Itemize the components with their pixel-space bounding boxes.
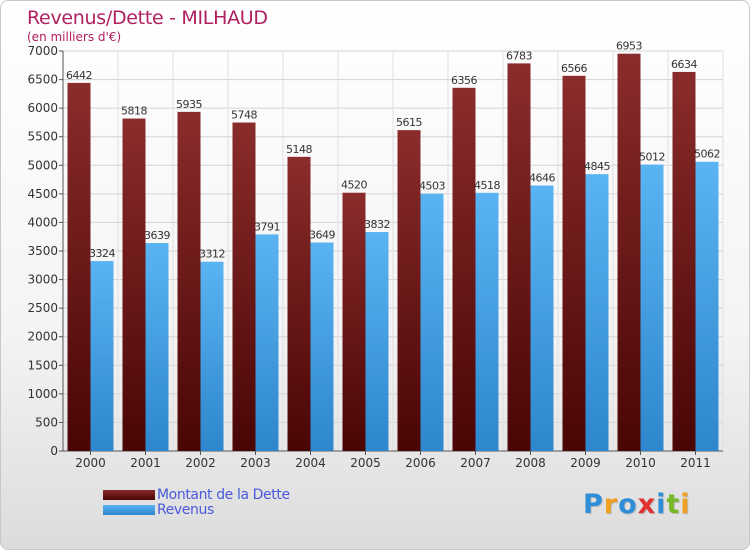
data-label-debt-2004: 5148 [286, 143, 312, 156]
bar-revenue-2007 [475, 192, 499, 452]
data-label-revenue-2001: 3639 [144, 229, 170, 242]
bar-revenue-2002 [200, 261, 224, 451]
legend-swatch-revenue [103, 504, 155, 515]
x-tick-label: 2006 [405, 456, 436, 470]
bar-debt-2001 [122, 118, 146, 452]
data-label-revenue-2004: 3649 [309, 228, 335, 241]
data-label-debt-2003: 5748 [231, 109, 257, 122]
y-tick-label: 3000 [27, 273, 58, 287]
x-tick-label: 2005 [350, 456, 381, 470]
bar-debt-2010 [617, 53, 641, 451]
logo-letter-6: i [680, 489, 691, 520]
logo-letter-5: t [666, 489, 681, 520]
y-tick-label: 6000 [27, 101, 58, 115]
bar-debt-2011 [672, 71, 696, 452]
data-label-revenue-2008: 4646 [529, 172, 555, 185]
bar-revenue-2006 [420, 193, 444, 451]
bar-revenue-2011 [695, 161, 719, 451]
proxiti-logo: Proxiti [583, 489, 691, 520]
y-tick-label: 3500 [27, 244, 58, 258]
bar-debt-2003 [232, 122, 256, 452]
y-tick-label: 1500 [27, 358, 58, 372]
data-label-revenue-2010: 5012 [639, 151, 665, 164]
logo-letter-1: r [603, 489, 619, 520]
logo-letter-0: P [583, 489, 604, 520]
bar-debt-2005 [342, 192, 366, 451]
data-label-debt-2010: 6953 [616, 40, 642, 53]
data-label-revenue-2002: 3312 [199, 248, 225, 261]
data-label-revenue-2007: 4518 [474, 179, 500, 192]
legend-item-revenue: Revenus [103, 501, 290, 518]
legend-item-debt: Montant de la Dette [103, 486, 290, 503]
data-label-debt-2008: 6783 [506, 49, 532, 62]
y-tick-label: 2000 [27, 330, 58, 344]
data-labels: 6442 3324 5818 3639 5935 3312 5748 3791 5148 3649… [66, 40, 721, 261]
x-tick-label: 2003 [240, 456, 271, 470]
y-tick-label: 5000 [27, 158, 58, 172]
data-label-debt-2000: 6442 [66, 69, 92, 82]
data-label-revenue-2011: 5062 [694, 148, 720, 161]
legend-swatch-debt [103, 489, 155, 500]
x-tick-label: 2011 [680, 456, 711, 470]
x-tick-label: 2009 [570, 456, 601, 470]
grid-lines [62, 50, 724, 452]
bar-debt-2007 [452, 87, 476, 452]
bars [67, 53, 719, 452]
data-label-revenue-2003: 3791 [254, 220, 280, 233]
y-tick-label: 7000 [27, 44, 58, 58]
x-tick-label: 2000 [75, 456, 106, 470]
bar-debt-2002 [177, 111, 201, 451]
x-tick-label: 2010 [625, 456, 656, 470]
data-label-debt-2005: 4520 [341, 179, 367, 192]
data-label-debt-2001: 5818 [121, 105, 147, 118]
legend-label-debt: Montant de la Dette [157, 486, 290, 503]
x-tick-label: 2002 [185, 456, 216, 470]
y-tick-label: 2500 [27, 301, 58, 315]
data-label-revenue-2005: 3832 [364, 218, 390, 231]
y-tick-label: 4500 [27, 187, 58, 201]
bar-revenue-2005 [365, 232, 389, 451]
bar-revenue-2000 [90, 261, 114, 451]
y-tick-label: 6500 [27, 73, 58, 87]
x-tick-label: 2001 [130, 456, 161, 470]
bar-debt-2006 [397, 130, 421, 451]
bar-revenue-2008 [530, 185, 554, 451]
logo-letter-3: x [637, 489, 657, 520]
x-tick-label: 2007 [460, 456, 491, 470]
bar-revenue-2009 [585, 174, 609, 451]
y-tick-label: 5500 [27, 130, 58, 144]
data-label-debt-2007: 6356 [451, 74, 477, 87]
logo-letter-4: i [656, 489, 667, 520]
logo-letter-2: o [618, 489, 638, 520]
y-tick-label: 0 [50, 444, 58, 458]
data-label-debt-2009: 6566 [561, 62, 587, 75]
chart-subtitle: (en milliers d'€) [27, 30, 122, 44]
data-label-debt-2006: 5615 [396, 116, 422, 129]
bar-debt-2004 [287, 156, 311, 452]
bar-revenue-2003 [255, 234, 279, 451]
chart-title: Revenus/Dette - MILHAUD [27, 7, 268, 29]
data-label-debt-2002: 5935 [176, 98, 202, 111]
y-tick-label: 4000 [27, 215, 58, 229]
x-tick-label: 2004 [295, 456, 326, 470]
x-tick-label: 2008 [515, 456, 546, 470]
bar-debt-2000 [67, 82, 91, 451]
y-tick-label: 500 [35, 415, 58, 429]
y-tick-label: 1000 [27, 387, 58, 401]
bar-debt-2008 [507, 63, 531, 452]
legend: Montant de la Dette Revenus [103, 486, 290, 518]
bar-revenue-2004 [310, 242, 334, 451]
legend-label-revenue: Revenus [157, 501, 214, 518]
data-label-revenue-2009: 4845 [584, 160, 610, 173]
data-label-debt-2011: 6634 [671, 58, 697, 71]
data-label-revenue-2000: 3324 [89, 247, 115, 260]
axes: 0 500 1000 1500 2000 2500 3000 3500 4000 4500 5000… [27, 44, 723, 470]
bar-revenue-2001 [145, 243, 169, 451]
data-label-revenue-2006: 4503 [419, 180, 445, 193]
bar-debt-2009 [562, 75, 586, 452]
bar-revenue-2010 [640, 164, 664, 451]
